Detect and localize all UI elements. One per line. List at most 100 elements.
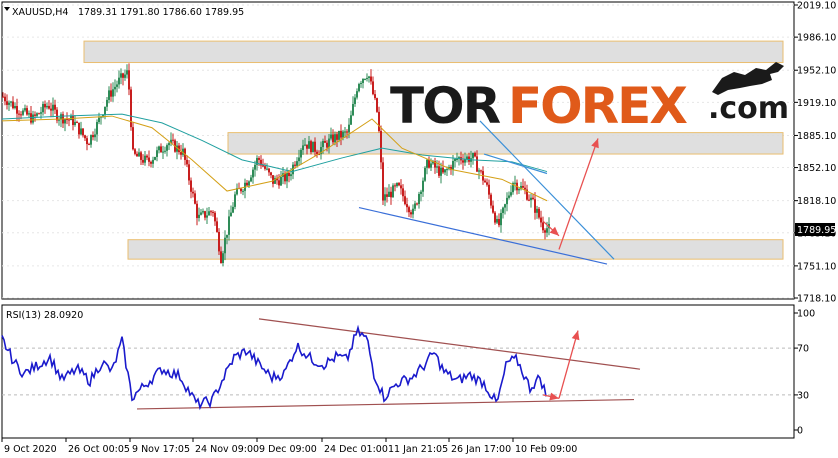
candle-body xyxy=(200,212,202,215)
candle-body xyxy=(48,105,50,109)
candle-body xyxy=(312,141,314,153)
price-trendlines xyxy=(358,120,615,265)
candle-body xyxy=(230,212,232,217)
rsi-arrow xyxy=(558,330,579,399)
candle-body xyxy=(412,208,414,215)
candle-body xyxy=(504,204,506,208)
candle-body xyxy=(222,253,224,264)
candle-body xyxy=(34,114,36,116)
candle-body xyxy=(296,161,298,166)
candle-body xyxy=(118,77,120,85)
candle-body xyxy=(128,70,130,90)
candle-body xyxy=(18,113,20,115)
candle-body xyxy=(14,106,16,109)
candle-body xyxy=(202,211,204,213)
rsi-trendline xyxy=(258,318,641,370)
time-axis-label: 9 Dec 09:00 xyxy=(259,444,317,455)
candle-body xyxy=(6,101,8,105)
candle-body xyxy=(56,109,58,121)
candle-body xyxy=(304,144,306,146)
candle-body xyxy=(452,161,454,170)
candle-body xyxy=(540,217,542,223)
price-tick-label: 1952.10 xyxy=(797,66,836,77)
price-grid xyxy=(2,4,794,299)
candle-body xyxy=(152,159,154,164)
candle-body xyxy=(406,204,408,208)
candle-body xyxy=(326,142,328,148)
price-axis: 2019.10 1986.10 1952.10 1919.10 1885.10 1852.… xyxy=(794,1,836,305)
candle-body xyxy=(92,135,94,138)
candle-body xyxy=(212,211,214,213)
time-axis-label: 9 Oct 2020 xyxy=(4,444,57,455)
candle-body xyxy=(218,231,220,252)
torforex-logo: TOR FOREX .com xyxy=(390,62,789,135)
candle-body xyxy=(166,145,168,151)
candle-body xyxy=(348,124,350,133)
candle-body xyxy=(426,159,428,168)
candle-body xyxy=(142,159,144,163)
rsi-guides xyxy=(2,347,794,396)
rsi-tick-label: 100 xyxy=(797,309,815,320)
rsi-arrow-head xyxy=(571,330,580,341)
candle-body xyxy=(492,205,494,213)
candle-body xyxy=(414,203,416,209)
candle-body xyxy=(350,115,352,125)
logo-text-tor: TOR xyxy=(390,77,501,135)
collapse-triangle-icon[interactable] xyxy=(4,7,10,11)
candle-body xyxy=(458,157,460,159)
candle-body xyxy=(508,195,510,198)
candle-body xyxy=(524,187,526,190)
moving-averages xyxy=(1,113,548,202)
candle-body xyxy=(328,138,330,148)
time-axis-label: 26 Jan 17:00 xyxy=(451,444,511,455)
candle-body xyxy=(172,139,174,141)
candle-body xyxy=(90,135,92,145)
candle-body xyxy=(16,106,18,114)
price-tick-label: 1986.10 xyxy=(797,33,836,44)
price-tick-label: 1885.10 xyxy=(797,131,836,142)
candle-body xyxy=(538,208,540,218)
candle-body xyxy=(188,164,190,181)
candle-body xyxy=(300,149,302,158)
candle-body xyxy=(536,208,538,213)
candle-body xyxy=(154,156,156,160)
candle-body xyxy=(232,206,234,213)
candle-body xyxy=(40,112,42,114)
candle-body xyxy=(314,141,316,152)
rsi-label: RSI(13) 28.0920 xyxy=(6,310,83,321)
candle-body xyxy=(214,212,216,222)
rsi-panel[interactable] xyxy=(1,304,795,439)
price-trendline xyxy=(483,153,548,175)
rsi-tick-label: 30 xyxy=(797,390,809,401)
candle-body xyxy=(480,170,482,172)
candle-body xyxy=(4,96,6,102)
candle-body xyxy=(404,196,406,205)
candle-body xyxy=(278,180,280,186)
candle-body xyxy=(378,111,380,132)
candle-body xyxy=(522,185,524,188)
candle-body xyxy=(164,150,166,152)
candle-body xyxy=(144,155,146,163)
candle-body xyxy=(12,101,14,109)
candle-body xyxy=(68,119,70,121)
time-axis: 9 Oct 2020 26 Oct 00:05 9 Nov 17:05 24 Nov … xyxy=(1,438,577,455)
candle-body xyxy=(474,152,476,157)
ohlc-label: 1789.31 1791.80 1786.60 1789.95 xyxy=(78,7,244,18)
candle-body xyxy=(320,147,322,155)
candle-body xyxy=(192,191,194,194)
candle-body xyxy=(390,191,392,198)
candle-body xyxy=(418,193,420,205)
rsi-axis: 100 70 30 0 xyxy=(794,309,815,437)
candle-body xyxy=(490,194,492,206)
candle-body xyxy=(210,211,212,213)
candle-body xyxy=(138,152,140,157)
candle-body xyxy=(246,182,248,186)
candle-body xyxy=(176,145,178,152)
candle-body xyxy=(80,128,82,135)
candle-body xyxy=(434,161,436,168)
candle-body xyxy=(94,134,96,138)
candle-body xyxy=(370,76,372,82)
candle-body xyxy=(284,173,286,182)
candle-body xyxy=(324,140,326,143)
